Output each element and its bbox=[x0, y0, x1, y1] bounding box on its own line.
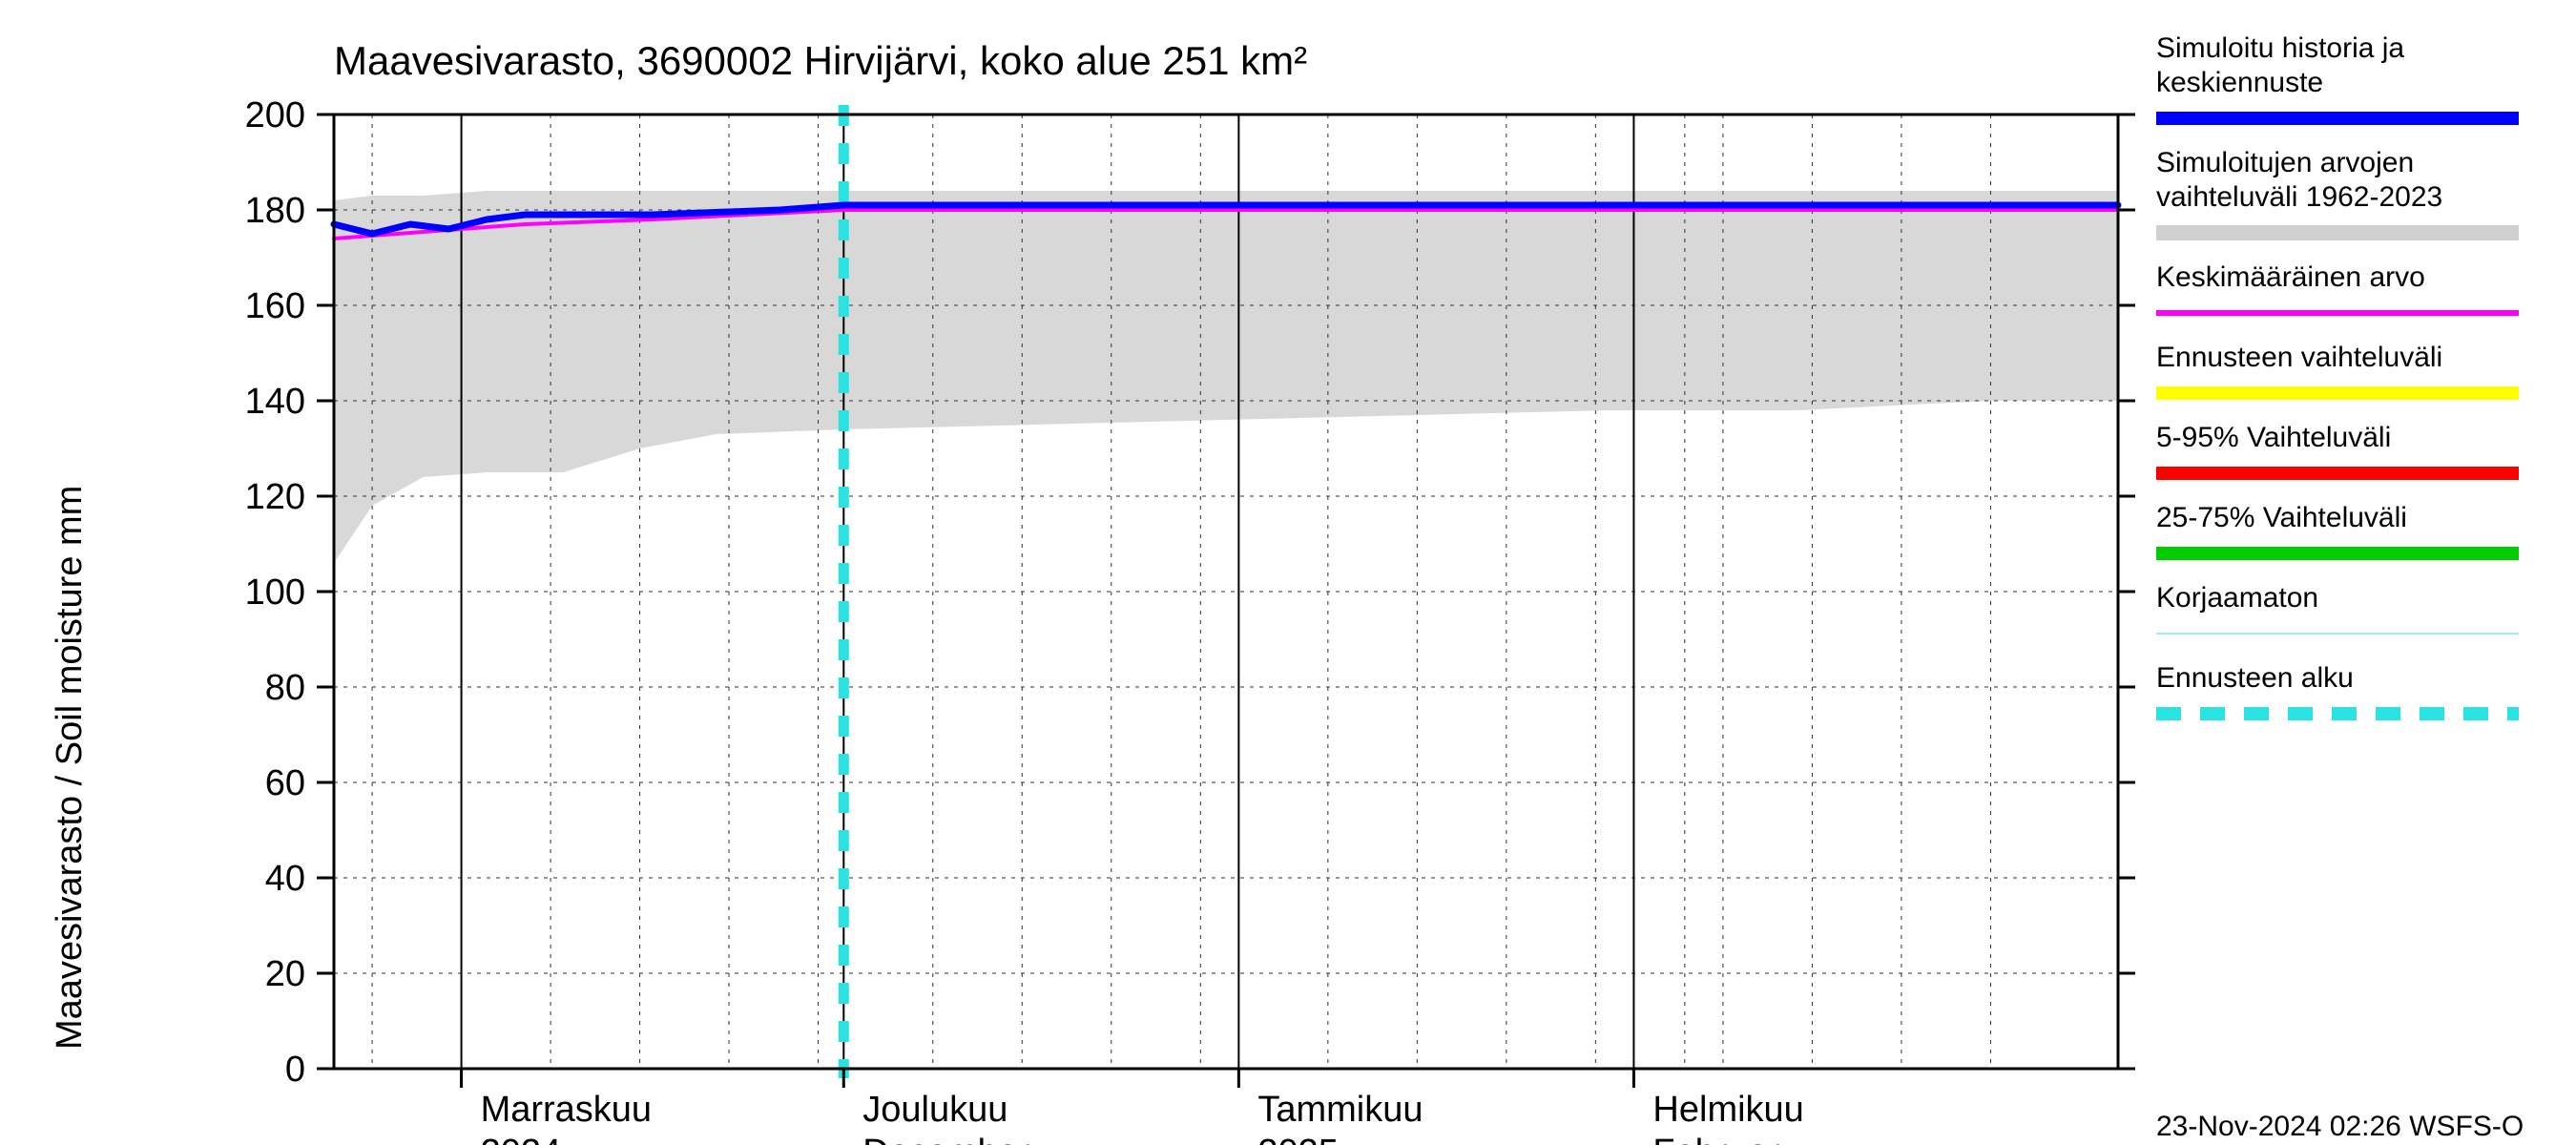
y-tick-label: 100 bbox=[245, 572, 305, 613]
x-month-label: Helmikuu bbox=[1652, 1090, 1803, 1130]
legend-label: Simuloitu historia ja bbox=[2156, 32, 2404, 64]
y-tick-label: 180 bbox=[245, 191, 305, 231]
legend-label: keskiennuste bbox=[2156, 67, 2323, 98]
x-month-label: Marraskuu bbox=[481, 1090, 652, 1130]
x-month-label: 2024 bbox=[481, 1133, 562, 1145]
y-tick-label: 60 bbox=[265, 763, 305, 803]
y-tick-label: 0 bbox=[285, 1050, 305, 1090]
legend-label: Keskimääräinen arvo bbox=[2156, 261, 2425, 293]
y-axis-label: Maavesivarasto / Soil moisture mm bbox=[50, 486, 90, 1050]
x-month-label: Joulukuu bbox=[862, 1090, 1008, 1130]
x-month-label: December bbox=[862, 1133, 1030, 1145]
y-tick-label: 140 bbox=[245, 382, 305, 422]
y-tick-label: 40 bbox=[265, 859, 305, 899]
x-month-label: February bbox=[1652, 1133, 1797, 1145]
soil-moisture-chart: 0 20 40 60 80 100 120 140 160 180 200 Marraskuu 2024… bbox=[0, 0, 2576, 1145]
chart-title: Maavesivarasto, 3690002 Hirvijärvi, koko… bbox=[334, 38, 1307, 83]
legend-label: vaihteluväli 1962-2023 bbox=[2156, 181, 2442, 213]
legend-label: Simuloitujen arvojen bbox=[2156, 147, 2414, 178]
legend-label: Ennusteen vaihteluväli bbox=[2156, 342, 2442, 373]
y-tick-label: 200 bbox=[245, 95, 305, 135]
legend-swatch bbox=[2156, 225, 2519, 240]
y-tick-label: 80 bbox=[265, 668, 305, 708]
y-tick-label: 20 bbox=[265, 954, 305, 994]
chart-footer: 23-Nov-2024 02:26 WSFS-O bbox=[2156, 1111, 2524, 1142]
y-tick-label: 120 bbox=[245, 477, 305, 517]
legend-label: 25-75% Vaihteluväli bbox=[2156, 502, 2407, 533]
x-month-label: Tammikuu bbox=[1257, 1090, 1423, 1130]
legend-label: Korjaamaton bbox=[2156, 582, 2318, 614]
y-tick-label: 160 bbox=[245, 286, 305, 326]
legend-label: Ennusteen alku bbox=[2156, 662, 2354, 694]
x-month-label: 2025 bbox=[1257, 1133, 1339, 1145]
legend-label: 5-95% Vaihteluväli bbox=[2156, 422, 2391, 453]
